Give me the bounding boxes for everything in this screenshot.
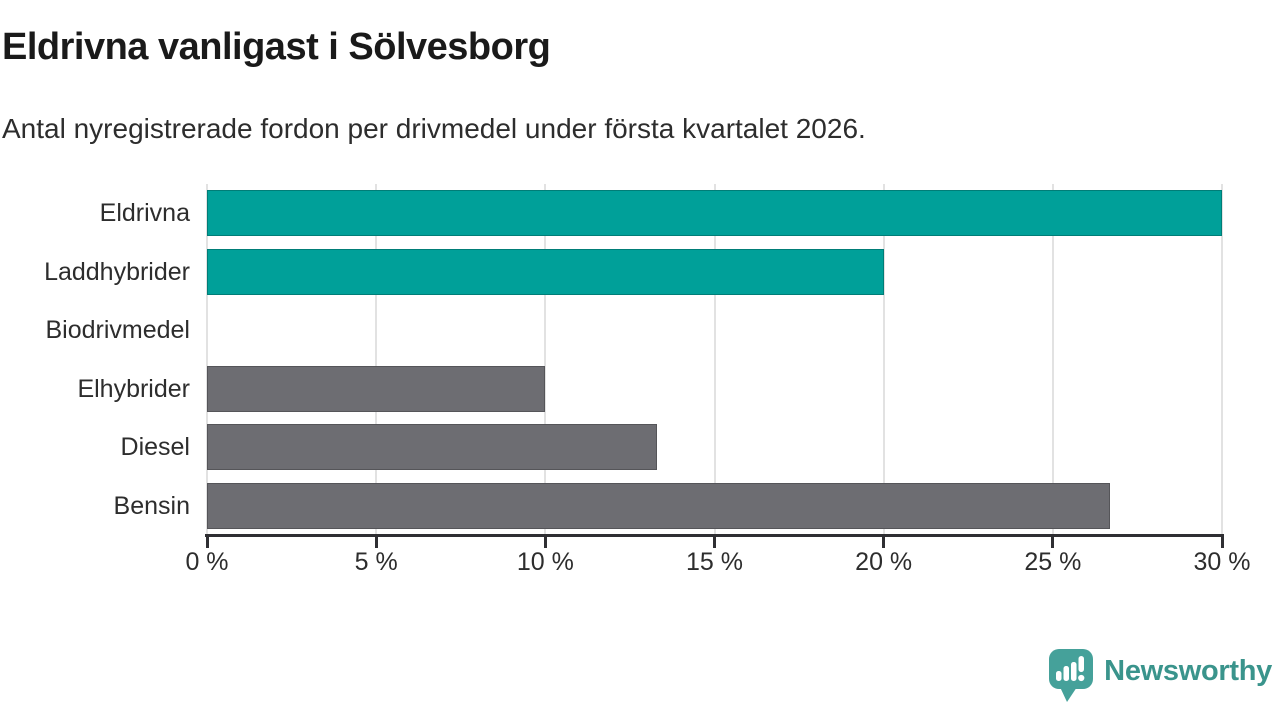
x-tick-10 (543, 537, 547, 548)
x-tick-label-20: 20 % (855, 548, 913, 576)
chart-subtitle: Antal nyregistrerade fordon per drivmede… (2, 113, 866, 144)
x-tick-label-25: 25 % (1024, 548, 1082, 576)
x-tick-15 (713, 537, 716, 548)
y-label-eldrivna: Eldrivna (99, 199, 190, 227)
gridline-5 (375, 184, 378, 535)
x-tick-label-30: 30 % (1193, 548, 1251, 576)
x-axis-line (205, 534, 1224, 537)
x-tick-0 (205, 537, 209, 548)
gridline-0 (206, 184, 208, 535)
plot-area (206, 184, 1223, 535)
bar-bensin (207, 482, 1111, 529)
x-tick-label-10: 10 % (516, 548, 574, 576)
x-tick-label-15: 15 % (686, 548, 743, 576)
gridline-10 (544, 184, 547, 535)
newsworthy-logo-icon (1047, 647, 1095, 705)
x-tick-20 (882, 537, 886, 548)
y-label-bensin: Bensin (113, 491, 190, 520)
bar-laddhybrider (207, 248, 884, 295)
gridline-15 (713, 184, 716, 535)
y-label-elhybrider: Elhybrider (77, 374, 190, 403)
bar-diesel (207, 424, 657, 470)
x-tick-label-5: 5 % (354, 548, 398, 576)
newsworthy-logo-text: Newsworthy (1104, 654, 1272, 687)
chart-title: Eldrivna vanligast i Sölvesborg (2, 26, 551, 68)
x-tick-30 (1220, 537, 1224, 548)
y-label-laddhybrider: Laddhybrider (44, 257, 190, 286)
gridline-25 (1051, 184, 1054, 535)
bar-elhybrider (207, 365, 546, 412)
y-axis-labels: Eldrivna Laddhybrider Biodrivmedel Elhybrid… (0, 184, 190, 535)
x-tick-label-0: 0 % (185, 548, 229, 576)
x-tick-25 (1051, 537, 1055, 548)
y-label-biodrivmedel: Biodrivmedel (45, 316, 190, 344)
gridline-20 (882, 184, 885, 535)
newsworthy-logo: Newsworthy (1047, 646, 1272, 706)
gridline-30 (1221, 184, 1223, 535)
bar-eldrivna (207, 190, 1222, 236)
x-tick-5 (374, 537, 378, 548)
y-label-diesel: Diesel (120, 433, 190, 461)
